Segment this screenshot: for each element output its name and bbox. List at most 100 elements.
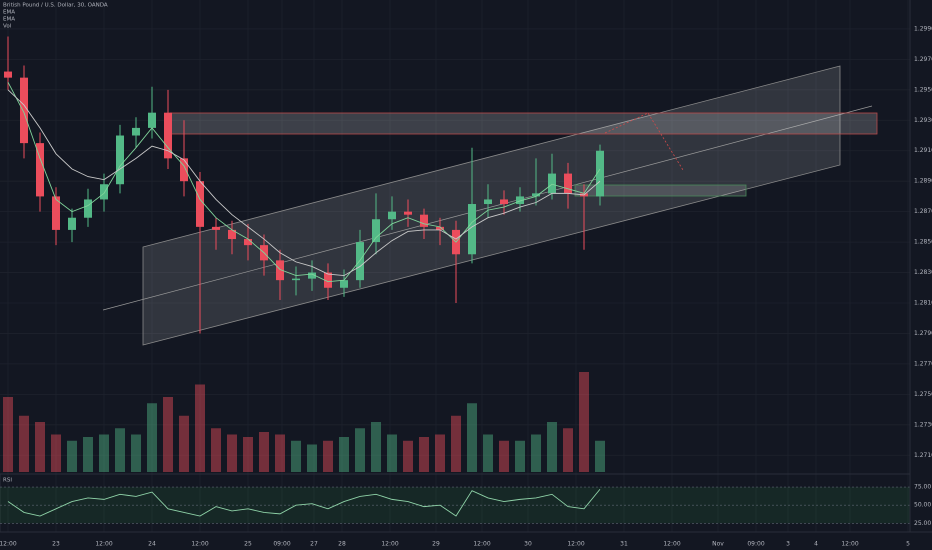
rsi-line (7, 488, 601, 517)
y-tick-label: 1.29100 (914, 147, 932, 154)
x-tick-label: 31 (620, 541, 628, 548)
candle-body (132, 127, 140, 136)
candle-layer (4, 36, 604, 334)
candle-body (404, 211, 412, 215)
resistance-zone (169, 112, 878, 135)
legend: British Pound / U.S. Dollar, 30, OANDA E… (3, 3, 108, 484)
candle-body (372, 219, 380, 243)
candle-body (20, 77, 28, 144)
candle-body (292, 278, 300, 281)
volume-bar (179, 415, 189, 472)
ema-line (7, 82, 601, 283)
volume-bar (83, 437, 93, 472)
projection-path (604, 112, 684, 171)
x-tick-label: 24 (148, 541, 156, 548)
y-tick-label: 1.29700 (914, 56, 932, 63)
volume-bar (403, 440, 413, 472)
y-tick-label: 1.28100 (914, 299, 932, 306)
volume-bar (307, 444, 317, 472)
volume-bar (355, 428, 365, 472)
y-tick-label: 1.28500 (914, 239, 932, 246)
volume-bar (227, 434, 237, 472)
candle-body (148, 112, 156, 128)
rsi-tick-label: 25.00 (914, 520, 931, 527)
y-tick-label: 1.29500 (914, 86, 932, 93)
volume-bar (67, 440, 77, 472)
x-tick-label: 30 (524, 541, 532, 548)
x-tick-label: 09:00 (747, 541, 764, 548)
ema-line (7, 89, 601, 277)
y-tick-label: 1.28700 (914, 208, 932, 215)
candle-body (196, 181, 204, 227)
candle-body (356, 242, 364, 281)
legend-entry: EMA (3, 10, 15, 16)
volume-bar (483, 434, 493, 472)
candle-body (52, 196, 60, 230)
candle-body (596, 150, 604, 197)
candle-body (116, 135, 124, 185)
y-tick-label: 1.27300 (914, 421, 932, 428)
volume-bar (275, 434, 285, 472)
y-tick-label: 1.28900 (914, 178, 932, 185)
volume-bar (563, 428, 573, 472)
volume-bar (595, 440, 605, 472)
x-tick-label: 29 (432, 541, 440, 548)
y-tick-label: 1.29300 (914, 117, 932, 124)
x-tick-label: 09:00 (273, 541, 290, 548)
x-tick-label: 12:00 (663, 541, 680, 548)
volume-bar (35, 422, 45, 472)
volume-bar (451, 415, 461, 472)
volume-bar (195, 384, 205, 472)
y-tick-label: 1.27500 (914, 391, 932, 398)
y-tick-label: 1.27700 (914, 360, 932, 367)
x-tick-label: Nov (712, 541, 724, 548)
candle-body (532, 193, 540, 197)
x-tick-label: 12:00 (473, 541, 490, 548)
ema-layer (7, 82, 601, 283)
candle-body (212, 226, 220, 230)
volume-bar (259, 432, 269, 472)
volume-bar (19, 415, 29, 472)
candle-body (228, 229, 236, 240)
volume-bar (387, 434, 397, 472)
candle-body (324, 272, 332, 288)
x-tick-label: 28 (338, 541, 346, 548)
volume-bar (323, 440, 333, 472)
candle-body (68, 217, 76, 230)
x-tick-label: 12:00 (841, 541, 858, 548)
candle-body (548, 173, 556, 194)
volume-bar (579, 372, 589, 472)
x-tick-label: 12:00 (191, 541, 208, 548)
candle-body (340, 280, 348, 288)
y-tick-label: 1.28300 (914, 269, 932, 276)
candle-body (276, 260, 284, 281)
volume-bar (515, 440, 525, 472)
candle-body (420, 214, 428, 227)
rsi-title: RSI (3, 478, 12, 484)
axes: 1.29900 1.29700 1.29500 1.29300 1.29100 1.289… (0, 25, 932, 547)
volume-bar (467, 403, 477, 472)
x-tick-label: 27 (310, 541, 318, 548)
volume-bar (51, 434, 61, 472)
candle-body (84, 199, 92, 218)
x-tick-label: 12:00 (95, 541, 112, 548)
volume-bar (163, 397, 173, 472)
volume-bar (531, 434, 541, 472)
candle-body (180, 158, 188, 182)
y-tick-label: 1.27100 (914, 452, 932, 459)
x-tick-label: 25 (244, 541, 252, 548)
volume-bar (99, 434, 109, 472)
volume-bar (499, 440, 509, 472)
volume-bar (115, 428, 125, 472)
candle-body (436, 226, 444, 230)
volume-bar (371, 422, 381, 472)
legend-entry: EMA (3, 17, 15, 23)
volume-bar (147, 403, 157, 472)
candle-body (100, 184, 108, 200)
volume-bar (291, 440, 301, 472)
x-tick-label: 3 (786, 541, 790, 548)
volume-bar (131, 434, 141, 472)
y-tick-label: 1.27900 (914, 330, 932, 337)
